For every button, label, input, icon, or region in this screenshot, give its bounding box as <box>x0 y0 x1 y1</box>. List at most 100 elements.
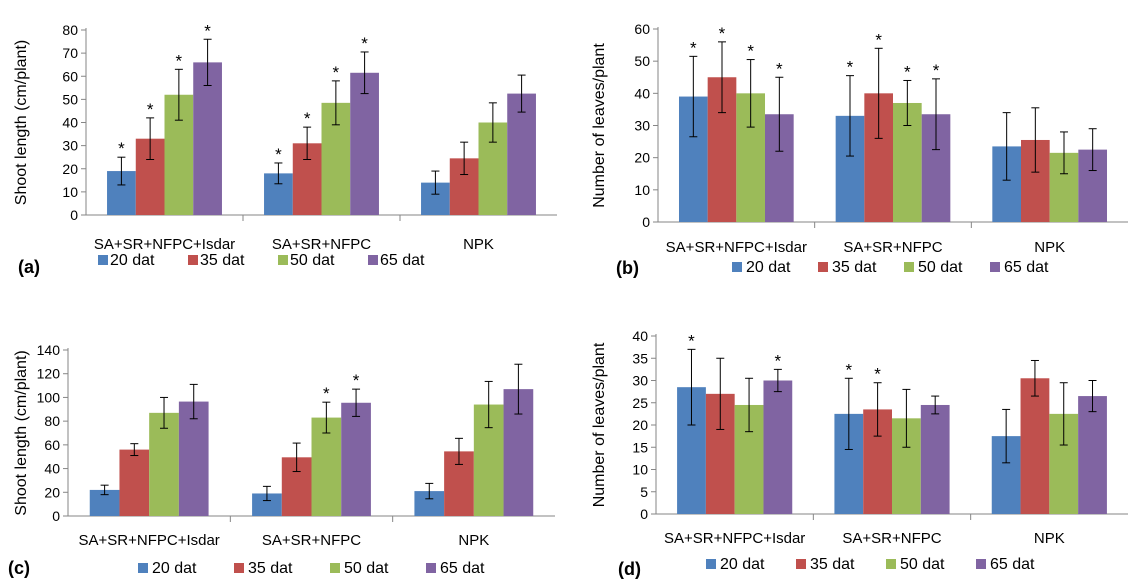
x-tick-label: SA+SR+NFPC+Isdar <box>94 236 235 253</box>
x-tick-label: NPK <box>1034 239 1065 256</box>
legend-label: 50 dat <box>900 556 945 573</box>
panel-label: (a) <box>18 257 40 277</box>
bar <box>507 93 536 215</box>
y-tick-label: 20 <box>44 484 60 500</box>
y-tick-label: 70 <box>62 45 78 61</box>
legend-label: 35 dat <box>832 259 877 276</box>
y-tick-label: 60 <box>44 437 60 453</box>
legend-swatch <box>732 262 742 272</box>
x-tick-label: NPK <box>463 236 494 253</box>
y-tick-label: 40 <box>44 461 60 477</box>
y-axis-label: Number of leaves/plant <box>591 342 608 507</box>
bar <box>1078 396 1107 514</box>
x-tick-label: SA+SR+NFPC <box>272 236 371 253</box>
significance-marker: * <box>361 34 368 53</box>
legend-label: 20 dat <box>110 252 155 269</box>
chart-panel: 0 10 20 30 40 50 60 70 80 Shoot length (cm/plant)… <box>13 21 557 277</box>
significance-marker: * <box>275 145 282 164</box>
y-tick-label: 15 <box>632 439 648 455</box>
legend-swatch <box>796 559 806 569</box>
y-tick-label: 35 <box>632 350 648 366</box>
legend-label: 20 dat <box>746 259 791 276</box>
bar <box>341 402 371 516</box>
x-tick-label: NPK <box>1034 530 1065 547</box>
x-tick-label: SA+SR+NFPC+Isdar <box>79 532 220 549</box>
y-tick-label: 10 <box>634 182 650 198</box>
significance-marker: * <box>776 59 783 78</box>
bar <box>920 404 950 514</box>
bar <box>178 401 209 516</box>
y-tick-label: 0 <box>70 207 78 223</box>
y-tick-label: 25 <box>632 395 648 411</box>
legend-swatch <box>818 262 828 272</box>
y-tick-label: 50 <box>62 91 78 107</box>
panel-label: (b) <box>616 258 639 278</box>
significance-marker: * <box>353 371 360 390</box>
y-tick-label: 80 <box>44 413 60 429</box>
y-tick-label: 0 <box>640 506 648 522</box>
legend-label: 50 dat <box>344 560 389 577</box>
legend-label: 65 dat <box>1004 259 1049 276</box>
legend-label: 65 dat <box>380 252 425 269</box>
bar <box>252 493 282 516</box>
y-tick-label: 20 <box>632 417 648 433</box>
legend-swatch <box>188 255 198 265</box>
legend-swatch <box>990 262 1000 272</box>
y-tick-label: 30 <box>62 138 78 154</box>
bar <box>311 417 342 516</box>
significance-marker: * <box>719 24 726 43</box>
significance-marker: * <box>904 62 911 81</box>
legend-label: 65 dat <box>990 556 1035 573</box>
significance-marker: * <box>147 100 154 119</box>
significance-marker: * <box>933 61 940 80</box>
bar <box>119 449 150 516</box>
significance-marker: * <box>875 30 882 49</box>
y-tick-label: 40 <box>632 328 648 344</box>
y-tick-label: 60 <box>62 68 78 84</box>
y-tick-label: 10 <box>62 184 78 200</box>
x-tick-label: SA+SR+NFPC+Isdar <box>666 239 807 256</box>
legend-swatch <box>706 559 716 569</box>
significance-marker: * <box>874 365 881 384</box>
significance-marker: * <box>690 38 697 57</box>
y-tick-label: 0 <box>642 214 650 230</box>
significance-marker: * <box>323 384 330 403</box>
y-tick-label: 0 <box>52 508 60 524</box>
x-tick-label: SA+SR+NFPC <box>842 530 941 547</box>
legend-label: 65 dat <box>440 560 485 577</box>
x-tick-label: SA+SR+NFPC+Isdar <box>664 530 805 547</box>
panel-label: (d) <box>618 559 641 579</box>
legend-label: 20 dat <box>720 556 765 573</box>
legend-label: 35 dat <box>810 556 855 573</box>
y-tick-label: 140 <box>37 342 61 358</box>
legend-swatch <box>368 255 378 265</box>
legend-label: 20 dat <box>152 560 197 577</box>
y-axis-label: Shoot length (cm/plant) <box>13 350 30 515</box>
significance-marker: * <box>775 351 782 370</box>
y-axis-label: Shoot length (cm/plant) <box>13 40 30 205</box>
y-tick-label: 20 <box>634 150 650 166</box>
bar <box>149 412 179 516</box>
y-tick-label: 5 <box>640 484 648 500</box>
y-tick-label: 100 <box>37 389 61 405</box>
significance-marker: * <box>847 58 854 77</box>
legend-swatch <box>278 255 288 265</box>
y-axis-label: Number of leaves/plant <box>591 43 608 208</box>
panel-label: (c) <box>8 558 30 578</box>
y-tick-label: 60 <box>634 21 650 37</box>
significance-marker: * <box>118 139 125 158</box>
y-tick-label: 40 <box>62 115 78 131</box>
y-tick-label: 10 <box>632 462 648 478</box>
bar <box>763 380 793 514</box>
chart-panel: 0 10 20 30 40 50 60 Number of leaves/plant SA+SR… <box>591 21 1128 278</box>
chart-panel: 0 20 40 60 80 100 120 140 Shoot length (cm/plant… <box>8 342 555 578</box>
legend-label: 50 dat <box>918 259 963 276</box>
legend-swatch <box>904 262 914 272</box>
legend-swatch <box>426 563 436 573</box>
x-tick-label: NPK <box>458 532 489 549</box>
significance-marker: * <box>845 360 852 379</box>
legend-swatch <box>234 563 244 573</box>
bar <box>350 72 379 215</box>
significance-marker: * <box>204 21 211 40</box>
